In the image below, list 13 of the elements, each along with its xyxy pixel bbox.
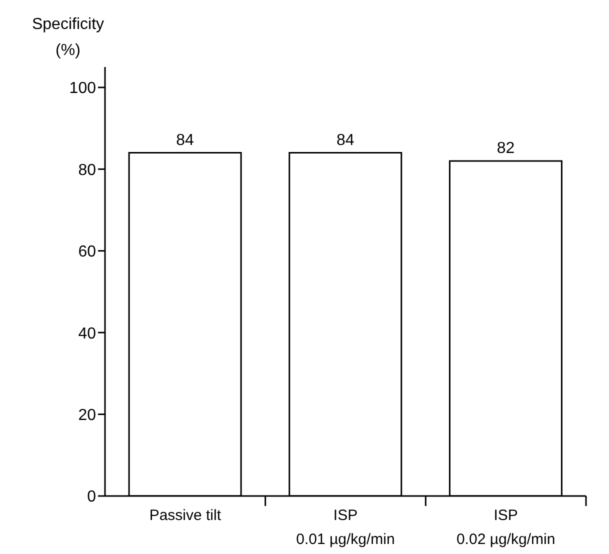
x-tick-label: ISP 0.01 µg/kg/min (296, 507, 395, 548)
data-label: 84 (336, 132, 354, 149)
y-tick-label: 0 (87, 488, 96, 506)
y-tick-label: 100 (69, 80, 96, 98)
y-tick-label: 80 (78, 162, 96, 179)
y-axis-title: Specificity (%) (30, 15, 106, 61)
y-tick-label: 20 (78, 406, 96, 424)
y-tick-label: 40 (78, 325, 96, 342)
x-tick-label: Passive tilt (149, 507, 222, 524)
y-tick-label: 60 (78, 244, 96, 261)
x-tick-label: ISP 0.02 µg/kg/min (456, 507, 556, 548)
data-label: 84 (176, 132, 194, 149)
data-label: 82 (496, 140, 515, 157)
